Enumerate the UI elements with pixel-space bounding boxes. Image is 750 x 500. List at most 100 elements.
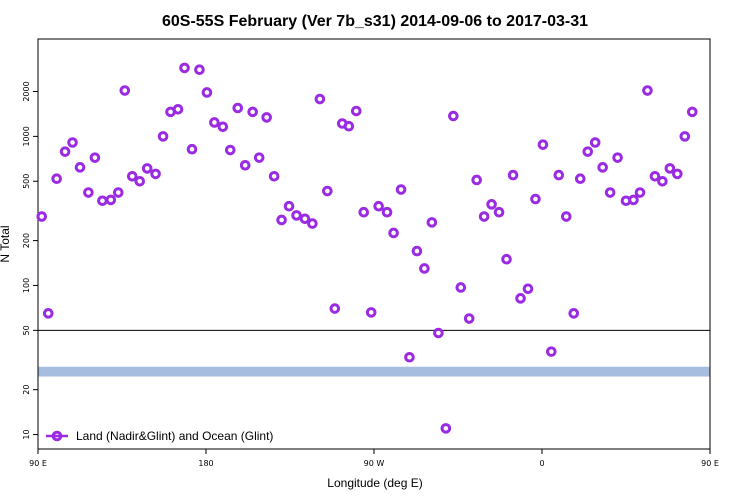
data-point bbox=[276, 214, 287, 226]
data-point bbox=[381, 206, 393, 218]
data-point bbox=[253, 152, 265, 163]
data-point bbox=[67, 137, 78, 148]
data-point bbox=[105, 194, 117, 206]
data-point bbox=[83, 187, 94, 198]
data-point bbox=[350, 105, 362, 117]
data-point bbox=[232, 102, 244, 114]
data-point bbox=[604, 187, 616, 198]
data-point bbox=[307, 218, 318, 229]
data-point bbox=[126, 170, 138, 182]
data-point bbox=[261, 112, 272, 123]
data-point bbox=[388, 227, 399, 239]
data-point bbox=[419, 263, 430, 274]
data-point bbox=[268, 170, 280, 182]
data-point bbox=[493, 206, 505, 218]
x-tick-label: 180 bbox=[198, 459, 213, 468]
data-point bbox=[426, 217, 438, 228]
legend-marker bbox=[51, 430, 63, 442]
data-point bbox=[530, 193, 541, 205]
data-point bbox=[657, 175, 668, 187]
data-point bbox=[97, 195, 108, 207]
y-tick-label: 50 bbox=[22, 325, 31, 335]
data-point bbox=[343, 120, 355, 132]
x-tick-label: 90 E bbox=[29, 459, 47, 468]
band-layer bbox=[38, 366, 710, 377]
data-point bbox=[664, 163, 676, 174]
data-point bbox=[568, 308, 580, 319]
data-point bbox=[411, 245, 423, 257]
data-point bbox=[546, 346, 557, 357]
data-point bbox=[314, 93, 326, 105]
data-point bbox=[455, 282, 467, 293]
data-point bbox=[36, 211, 48, 222]
data-point bbox=[649, 170, 661, 182]
plot-frame bbox=[37, 38, 711, 450]
data-point bbox=[537, 139, 549, 150]
y-axis-label: N Total bbox=[0, 225, 12, 262]
data-point bbox=[283, 200, 295, 212]
data-point bbox=[42, 308, 54, 319]
data-point bbox=[247, 106, 258, 118]
data-point bbox=[89, 152, 101, 163]
data-point bbox=[440, 423, 452, 434]
data-point bbox=[291, 210, 302, 221]
x-axis-label: Longitude (deg E) bbox=[327, 476, 422, 490]
data-point bbox=[59, 146, 71, 157]
data-point bbox=[74, 162, 86, 173]
data-point bbox=[628, 194, 639, 206]
x-tick-label: 90 E bbox=[701, 459, 719, 468]
y-tick-label: 100 bbox=[22, 278, 31, 293]
data-point bbox=[217, 121, 229, 133]
data-point bbox=[486, 199, 497, 210]
x-tick-label: 90 W bbox=[364, 459, 385, 468]
data-point bbox=[612, 152, 623, 163]
data-point bbox=[194, 64, 205, 76]
data-point bbox=[395, 184, 407, 195]
y-tick-label: 10 bbox=[22, 429, 31, 439]
legend: Land (Nadir&Glint) and Ocean (Glint) bbox=[46, 429, 273, 443]
data-band bbox=[38, 366, 710, 377]
data-point bbox=[201, 87, 213, 98]
x-axis-ticks: 90 E 180 90 W 0 90 E bbox=[29, 449, 719, 468]
data-point bbox=[634, 187, 646, 198]
data-point bbox=[574, 173, 586, 185]
data-point bbox=[507, 169, 519, 181]
y-tick-label: 2000 bbox=[22, 81, 31, 101]
data-point bbox=[141, 163, 153, 174]
data-point bbox=[373, 200, 384, 212]
data-point bbox=[119, 85, 131, 96]
data-point bbox=[672, 168, 683, 180]
data-point bbox=[150, 168, 161, 180]
data-point bbox=[560, 211, 572, 222]
data-point bbox=[522, 283, 534, 295]
data-point bbox=[172, 103, 184, 115]
data-point bbox=[642, 85, 653, 96]
data-point bbox=[209, 117, 220, 128]
data-point bbox=[365, 307, 377, 318]
data-point bbox=[329, 303, 341, 314]
data-point bbox=[358, 206, 370, 218]
legend-label: Land (Nadir&Glint) and Ocean (Glint) bbox=[76, 429, 273, 443]
data-points bbox=[36, 62, 698, 434]
data-point bbox=[471, 174, 482, 186]
chart-title: 60S-55S February (Ver 7b_s31) 2014-09-06… bbox=[162, 13, 588, 30]
y-axis-ticks: 10 20 50 100 200 500 1000 2000 bbox=[22, 81, 38, 440]
data-point bbox=[134, 175, 146, 187]
data-point bbox=[51, 173, 62, 185]
data-point bbox=[501, 253, 512, 265]
y-tick-label: 500 bbox=[22, 174, 31, 189]
data-point bbox=[515, 293, 526, 304]
data-point bbox=[478, 211, 490, 222]
y-tick-label: 1000 bbox=[22, 126, 31, 146]
data-point bbox=[179, 62, 190, 74]
data-point bbox=[597, 162, 608, 173]
data-point bbox=[157, 131, 169, 142]
data-point bbox=[448, 110, 459, 122]
data-point bbox=[112, 187, 124, 198]
data-point bbox=[186, 143, 198, 155]
data-point bbox=[322, 185, 333, 197]
data-point bbox=[582, 146, 594, 157]
y-tick-label: 200 bbox=[22, 233, 31, 248]
x-tick-label: 0 bbox=[539, 459, 544, 468]
